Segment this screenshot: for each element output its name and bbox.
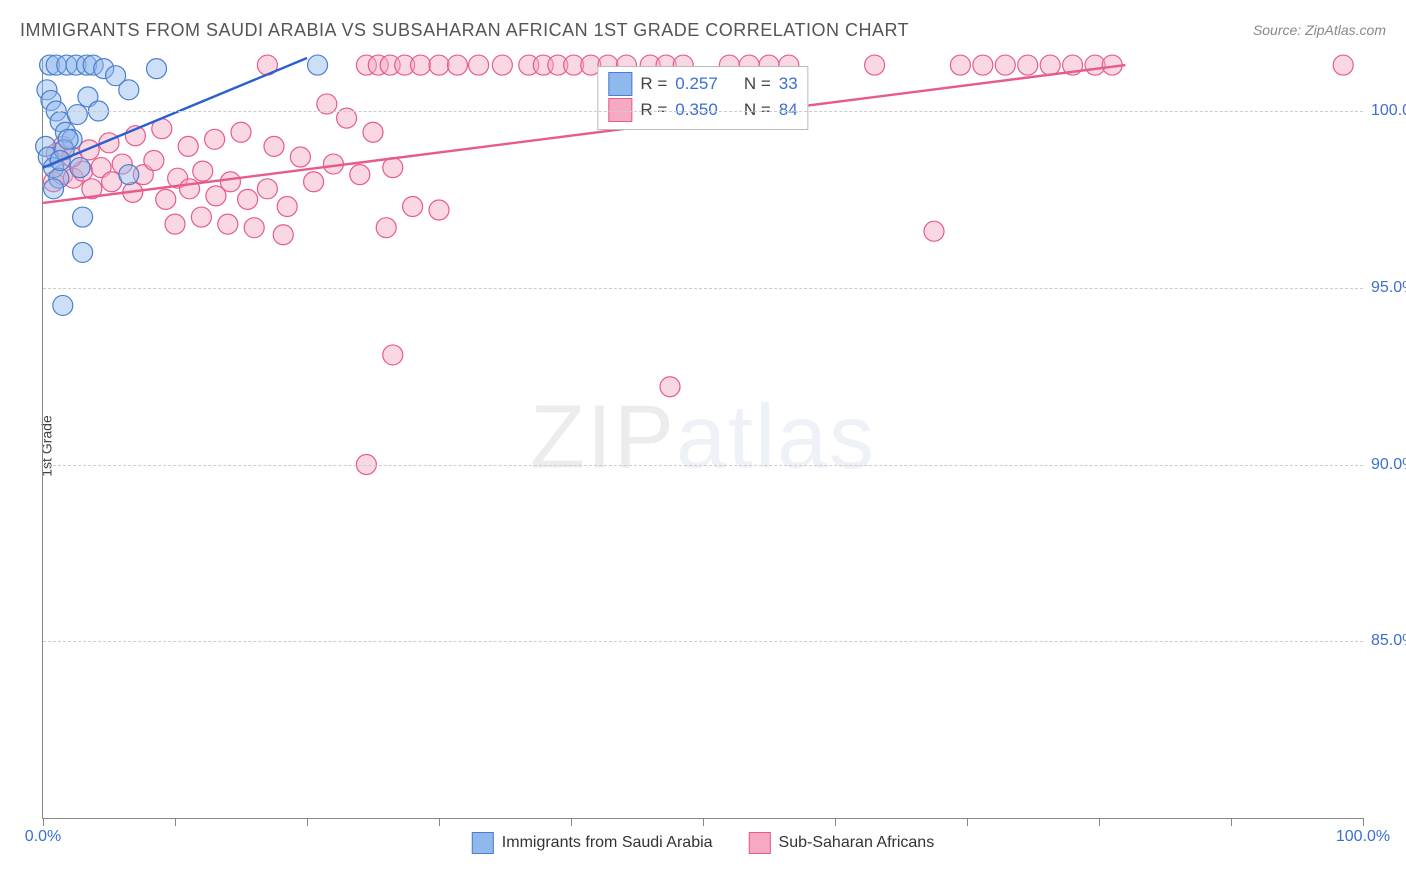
- x-tick-mark: [967, 818, 968, 826]
- legend-row-subsaharan: R = 0.350 N = 84: [608, 97, 797, 123]
- data-point-subsaharan: [277, 196, 297, 216]
- y-tick-label: 95.0%: [1371, 279, 1406, 297]
- data-point-saudi: [58, 129, 78, 149]
- data-point-saudi: [119, 80, 139, 100]
- data-point-saudi: [147, 59, 167, 79]
- data-point-subsaharan: [264, 136, 284, 156]
- data-point-subsaharan: [429, 55, 449, 75]
- x-tick-mark: [703, 818, 704, 826]
- n-value-subsaharan: 84: [779, 97, 798, 123]
- grid-line-h: [43, 465, 1363, 466]
- data-point-saudi: [53, 295, 73, 315]
- y-tick-label: 90.0%: [1371, 456, 1406, 474]
- data-point-subsaharan: [469, 55, 489, 75]
- series-legend-subsaharan: Sub-Saharan Africans: [749, 832, 935, 854]
- x-tick-mark: [43, 818, 44, 826]
- data-point-saudi: [70, 158, 90, 178]
- data-point-subsaharan: [205, 129, 225, 149]
- data-point-subsaharan: [1040, 55, 1060, 75]
- data-point-subsaharan: [1018, 55, 1038, 75]
- data-point-subsaharan: [403, 196, 423, 216]
- data-point-saudi: [44, 179, 64, 199]
- x-tick-mark: [835, 818, 836, 826]
- data-point-subsaharan: [363, 122, 383, 142]
- data-point-subsaharan: [191, 207, 211, 227]
- data-point-subsaharan: [429, 200, 449, 220]
- r-value-saudi: 0.257: [675, 71, 718, 97]
- plot-area: ZIPatlas R = 0.257 N = 33 R = 0.350 N = …: [42, 58, 1363, 819]
- x-tick-mark: [1363, 818, 1364, 826]
- chart-title: IMMIGRANTS FROM SAUDI ARABIA VS SUBSAHAR…: [20, 20, 909, 41]
- x-tick-label-right: 100.0%: [1336, 828, 1390, 846]
- data-point-subsaharan: [165, 214, 185, 234]
- data-point-subsaharan: [383, 158, 403, 178]
- data-point-subsaharan: [376, 218, 396, 238]
- data-point-subsaharan: [290, 147, 310, 167]
- n-label-saudi: N =: [744, 71, 771, 97]
- series-legend: Immigrants from Saudi Arabia Sub-Saharan…: [472, 832, 934, 854]
- data-point-subsaharan: [156, 189, 176, 209]
- data-point-subsaharan: [144, 151, 164, 171]
- x-tick-mark: [307, 818, 308, 826]
- grid-line-h: [43, 641, 1363, 642]
- grid-line-h: [43, 111, 1363, 112]
- x-tick-mark: [1099, 818, 1100, 826]
- series-legend-saudi: Immigrants from Saudi Arabia: [472, 832, 713, 854]
- data-point-saudi: [73, 242, 93, 262]
- x-tick-label-left: 0.0%: [25, 828, 61, 846]
- r-label-subsaharan: R =: [640, 97, 667, 123]
- series-label-saudi: Immigrants from Saudi Arabia: [502, 834, 713, 852]
- chart-svg: [43, 58, 1363, 818]
- data-point-saudi: [119, 165, 139, 185]
- data-point-subsaharan: [973, 55, 993, 75]
- data-point-subsaharan: [220, 172, 240, 192]
- series-label-subsaharan: Sub-Saharan Africans: [779, 834, 935, 852]
- data-point-subsaharan: [924, 221, 944, 241]
- data-point-subsaharan: [304, 172, 324, 192]
- data-point-subsaharan: [383, 345, 403, 365]
- data-point-subsaharan: [1333, 55, 1353, 75]
- data-point-subsaharan: [447, 55, 467, 75]
- data-point-subsaharan: [238, 189, 258, 209]
- data-point-saudi: [308, 55, 328, 75]
- series-swatch-subsaharan: [749, 832, 771, 854]
- data-point-subsaharan: [350, 165, 370, 185]
- data-point-subsaharan: [411, 55, 431, 75]
- data-point-saudi: [67, 105, 87, 125]
- x-tick-mark: [439, 818, 440, 826]
- data-point-subsaharan: [79, 140, 99, 160]
- data-point-subsaharan: [244, 218, 264, 238]
- data-point-subsaharan: [492, 55, 512, 75]
- data-point-subsaharan: [995, 55, 1015, 75]
- data-point-subsaharan: [231, 122, 251, 142]
- n-value-saudi: 33: [779, 71, 798, 97]
- data-point-subsaharan: [178, 136, 198, 156]
- stats-legend: R = 0.257 N = 33 R = 0.350 N = 84: [597, 66, 808, 130]
- data-point-saudi: [73, 207, 93, 227]
- n-label-subsaharan: N =: [744, 97, 771, 123]
- x-tick-mark: [175, 818, 176, 826]
- data-point-subsaharan: [273, 225, 293, 245]
- r-value-subsaharan: 0.350: [675, 97, 718, 123]
- r-label-saudi: R =: [640, 71, 667, 97]
- legend-swatch-subsaharan: [608, 98, 632, 122]
- x-tick-mark: [1231, 818, 1232, 826]
- legend-swatch-saudi: [608, 72, 632, 96]
- data-point-subsaharan: [257, 179, 277, 199]
- x-tick-mark: [571, 818, 572, 826]
- y-tick-label: 100.0%: [1371, 102, 1406, 120]
- data-point-subsaharan: [865, 55, 885, 75]
- data-point-subsaharan: [660, 377, 680, 397]
- source-label: Source: ZipAtlas.com: [1253, 22, 1386, 38]
- data-point-subsaharan: [180, 179, 200, 199]
- series-swatch-saudi: [472, 832, 494, 854]
- legend-row-saudi: R = 0.257 N = 33: [608, 71, 797, 97]
- y-tick-label: 85.0%: [1371, 632, 1406, 650]
- data-point-subsaharan: [950, 55, 970, 75]
- trend-line-subsaharan: [43, 65, 1125, 203]
- grid-line-h: [43, 288, 1363, 289]
- data-point-subsaharan: [193, 161, 213, 181]
- data-point-subsaharan: [218, 214, 238, 234]
